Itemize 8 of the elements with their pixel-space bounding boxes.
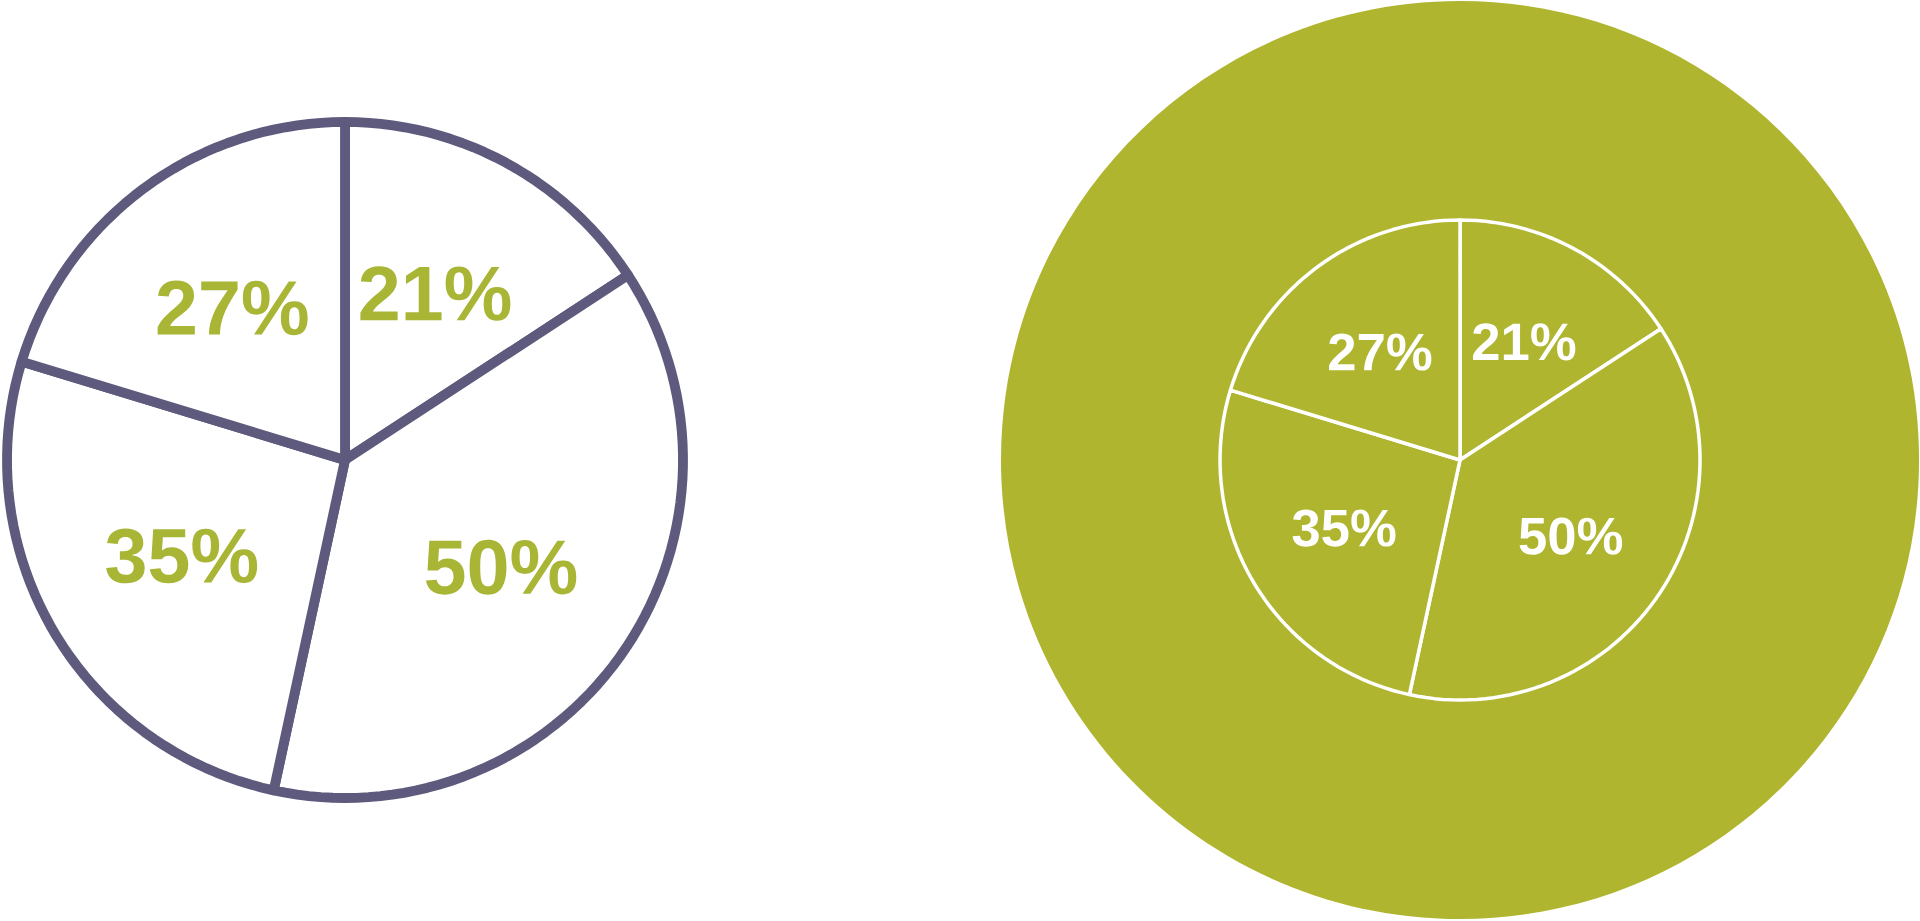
data-label: 50% [425, 539, 577, 595]
data-label: 21% [1473, 323, 1576, 361]
data-label: 35% [1292, 509, 1396, 547]
data-label: 50% [1519, 517, 1623, 555]
data-label: 35% [106, 528, 258, 584]
data-label: 21% [360, 266, 511, 321]
data-label: 27% [1329, 333, 1432, 371]
data-label: 27% [157, 280, 308, 336]
